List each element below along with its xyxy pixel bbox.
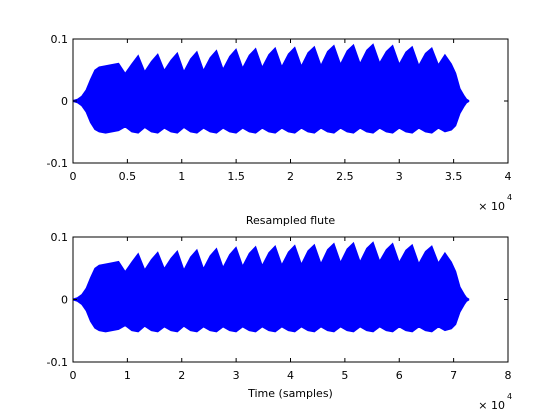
y-tick-label: 0.1 bbox=[51, 33, 69, 46]
x-exponent-power: 4 bbox=[507, 193, 512, 202]
waveform-series-0 bbox=[72, 43, 470, 134]
y-tick-label: -0.1 bbox=[47, 157, 68, 170]
x-tick-label: 0.5 bbox=[119, 170, 137, 183]
x-tick-label: 2 bbox=[178, 369, 185, 382]
x-tick-label: 1.5 bbox=[227, 170, 245, 183]
y-tick-label: 0 bbox=[61, 95, 68, 108]
x-tick-label: 8 bbox=[505, 369, 512, 382]
x-tick-label: 5 bbox=[341, 369, 348, 382]
x-tick-label: 3 bbox=[233, 369, 240, 382]
x-exponent-power: 4 bbox=[507, 392, 512, 401]
y-tick-label: -0.1 bbox=[47, 356, 68, 369]
x-tick-label: 4 bbox=[505, 170, 512, 183]
waveform-series-0 bbox=[72, 241, 470, 333]
x-axis-label: Time (samples) bbox=[247, 387, 333, 400]
x-tick-label: 1 bbox=[124, 369, 131, 382]
x-exponent-base: × 10 bbox=[478, 200, 505, 213]
y-tick-label: 0 bbox=[61, 294, 68, 307]
x-tick-label: 4 bbox=[287, 369, 294, 382]
x-exponent-base: × 10 bbox=[478, 399, 505, 412]
x-tick-label: 6 bbox=[396, 369, 403, 382]
x-tick-label: 2.5 bbox=[336, 170, 354, 183]
subplot-title: Resampled flute bbox=[246, 214, 336, 227]
x-tick-label: 0 bbox=[70, 369, 77, 382]
x-tick-label: 0 bbox=[70, 170, 77, 183]
x-tick-label: 2 bbox=[287, 170, 294, 183]
x-tick-label: 3 bbox=[396, 170, 403, 183]
top-subplot: 0 0.5 1 1.5 2 2.5 3 3.5 4-0.100.1× 104 bbox=[47, 33, 513, 213]
x-tick-label: 1 bbox=[178, 170, 185, 183]
x-tick-label: 7 bbox=[450, 369, 457, 382]
y-tick-label: 0.1 bbox=[51, 231, 69, 244]
x-tick-label: 3.5 bbox=[445, 170, 463, 183]
